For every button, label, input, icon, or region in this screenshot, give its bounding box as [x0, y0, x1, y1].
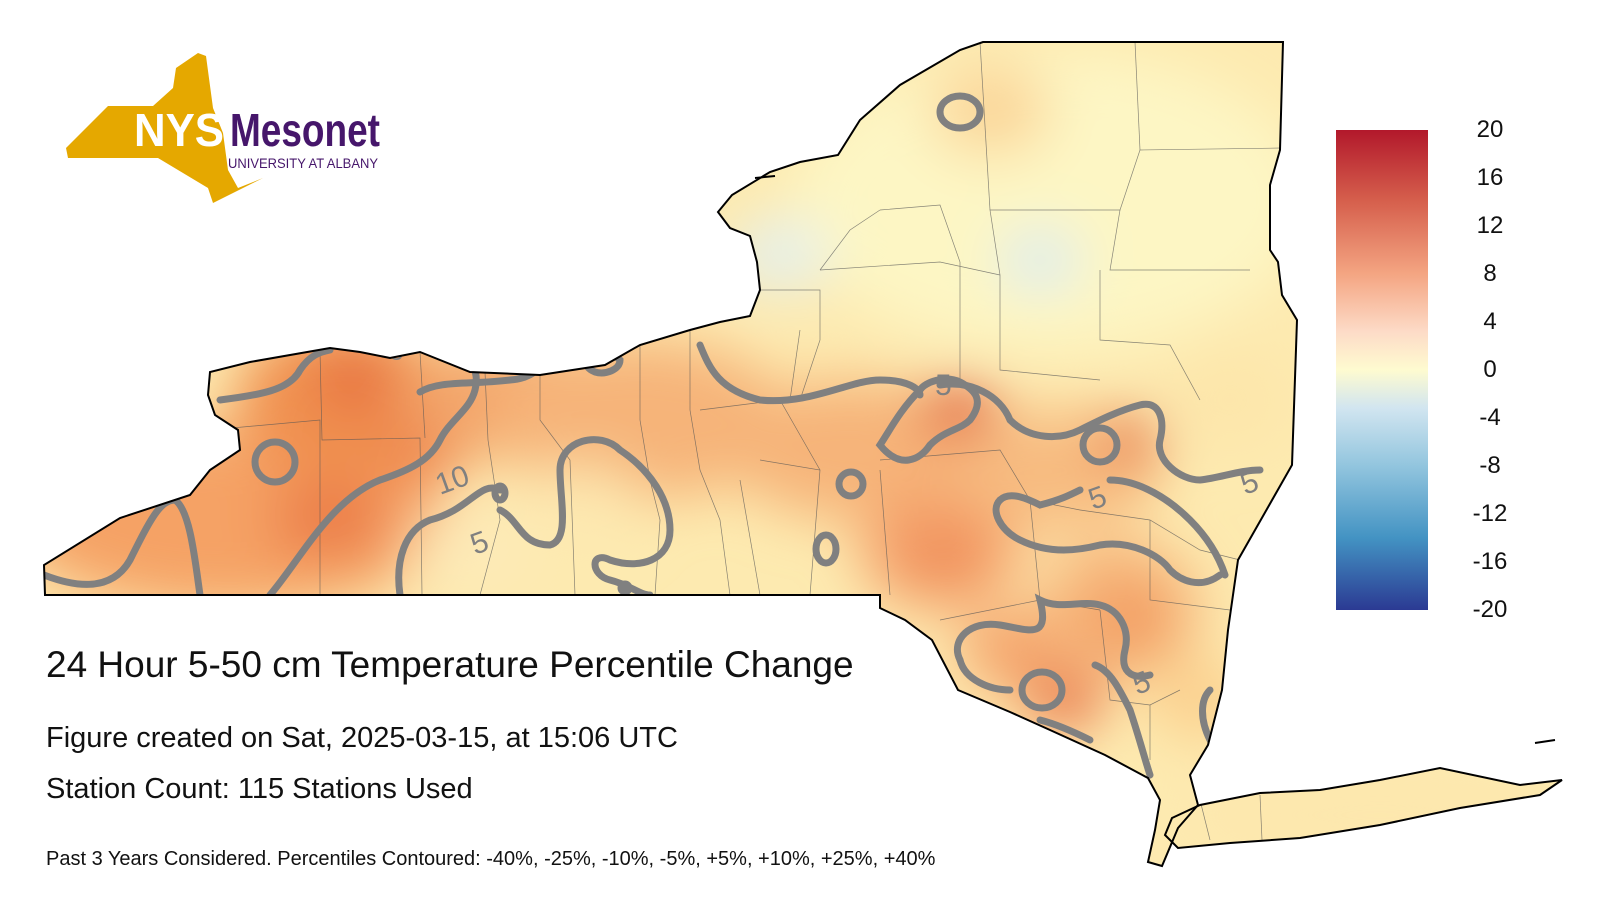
contour-label: 5 [390, 339, 403, 366]
map-title: 24 Hour 5-50 cm Temperature Percentile C… [46, 644, 854, 685]
state-outline [42, 41, 1563, 868]
legend-tick: -12 [1472, 500, 1508, 527]
logo-abbr: NYS [134, 104, 224, 156]
created-timestamp: Figure created on Sat, 2025-03-15, at 15… [46, 722, 678, 754]
color-scale-bar [1336, 130, 1428, 610]
legend-tick: -8 [1479, 452, 1501, 479]
legend-tick: 4 [1483, 308, 1497, 335]
legend-tick: -4 [1479, 404, 1501, 431]
station-count: Station Count: 115 Stations Used [46, 773, 473, 805]
ny-state-silhouette-icon [66, 53, 263, 203]
legend-tick: -20 [1472, 596, 1508, 623]
legend-tick: 12 [1476, 212, 1504, 239]
nys-mesonet-logo: NYS Mesonet UNIVERSITY AT ALBANY [66, 53, 380, 203]
logo-subtitle: UNIVERSITY AT ALBANY [228, 155, 379, 171]
legend-tick: 0 [1483, 356, 1497, 383]
legend-tick: 20 [1476, 116, 1504, 143]
contour-label: 5 [935, 369, 952, 402]
color-scale-labels: 20 16 12 8 4 0 -4 -8 -12 -16 -20 [1445, 116, 1545, 623]
contour-note: Past 3 Years Considered. Percentiles Con… [46, 848, 936, 870]
legend-tick: 8 [1483, 260, 1497, 287]
legend-tick: 16 [1476, 164, 1504, 191]
logo-word: Mesonet [230, 104, 380, 156]
legend-tick: -16 [1472, 548, 1508, 575]
